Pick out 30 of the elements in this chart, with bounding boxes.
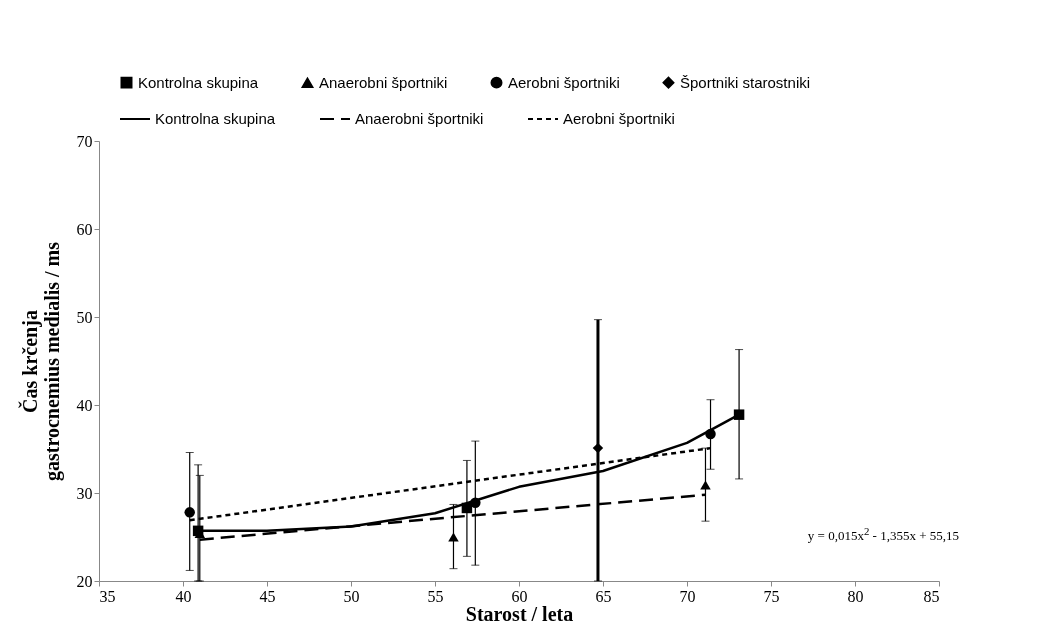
x-tick-label: 60 bbox=[511, 587, 528, 605]
legend-label: Kontrolna skupina bbox=[138, 73, 259, 91]
x-tick-label: 65 bbox=[595, 587, 612, 605]
y-tick-label: 70 bbox=[76, 132, 93, 150]
y-tick-label: 30 bbox=[76, 484, 93, 502]
legend-label: Športniki starostniki bbox=[680, 73, 811, 91]
x-tick-label: 50 bbox=[343, 587, 360, 605]
y-tick-label: 60 bbox=[76, 220, 93, 238]
x-tick-label: 35 bbox=[99, 587, 116, 605]
legend-label: Aerobni športniki bbox=[508, 73, 620, 91]
legend-label: Anaerobni športniki bbox=[319, 73, 448, 91]
x-tick-label: 80 bbox=[847, 587, 864, 605]
x-tick-label: 75 bbox=[763, 587, 780, 605]
y-tick-label: 20 bbox=[76, 572, 93, 590]
x-tick-label: 85 bbox=[923, 587, 940, 605]
annotation: y = 0,015x$^{2}$ - 1,355x + 55,15 bbox=[807, 524, 959, 544]
legend-label: Kontrolna skupina bbox=[155, 110, 276, 127]
x-axis-title: Starost / leta bbox=[465, 602, 574, 625]
point bbox=[700, 480, 711, 490]
point bbox=[184, 507, 195, 518]
x-tick-label: 40 bbox=[175, 587, 192, 605]
point bbox=[448, 532, 459, 542]
x-tick-label: 55 bbox=[427, 587, 444, 605]
x-tick-label: 45 bbox=[259, 587, 276, 605]
legend-label: Aerobni športniki bbox=[563, 110, 675, 127]
legend-label: Anaerobni športniki bbox=[355, 110, 484, 127]
y-tick-label: 40 bbox=[76, 396, 93, 414]
y-tick-label: 50 bbox=[76, 308, 93, 326]
x-tick-label: 70 bbox=[679, 587, 696, 605]
y-axis-title: Čas krčenja gastrocnemius medialis / ms bbox=[17, 241, 64, 482]
